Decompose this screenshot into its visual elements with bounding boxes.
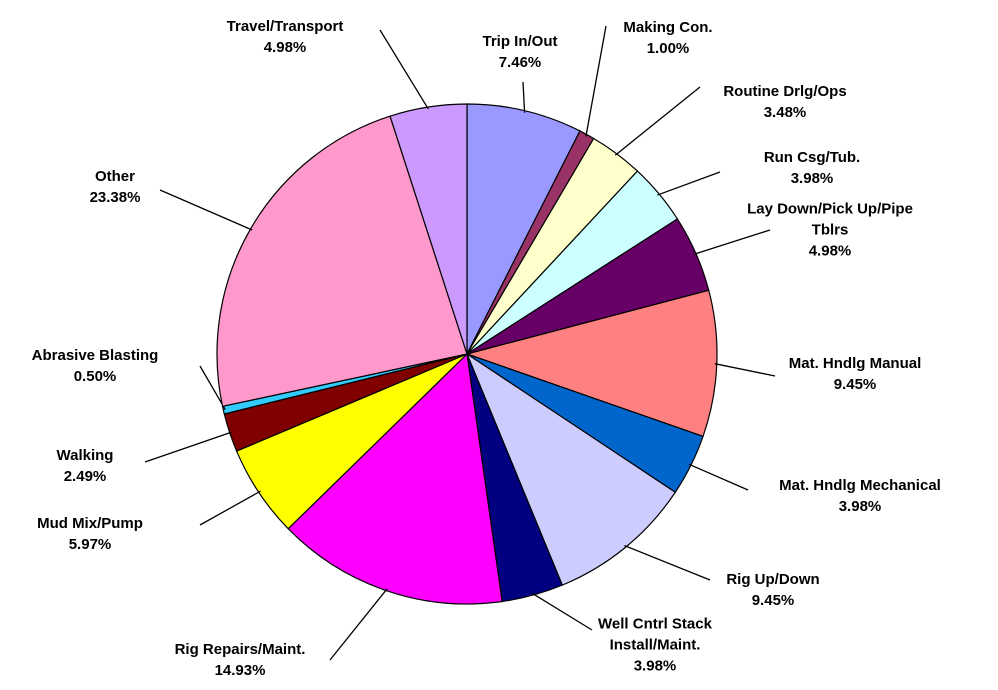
pie-slice	[287, 352, 503, 605]
leader-line	[657, 171, 721, 196]
value-label: 4.98%	[263, 39, 307, 56]
slice-label: Mat. Hndlg Manual 9.45%	[755, 353, 955, 395]
pie-slice	[389, 103, 468, 355]
slice-label: Abrasive Blasting 0.50%	[0, 345, 195, 387]
category-label: Walking	[56, 447, 114, 464]
category-label: Rig Up/Down	[726, 571, 820, 588]
leader-line	[714, 363, 776, 377]
value-label: 2.49%	[63, 468, 107, 485]
slice-label: Rig Up/Down 9.45%	[693, 569, 853, 611]
category-label: Other	[94, 168, 135, 185]
category-label: Routine Drlg/Ops	[723, 83, 847, 100]
value-label: 4.98%	[808, 242, 852, 260]
slice-label: Mat. Hndlg Mechanical 3.98%	[740, 475, 980, 517]
value-label: 3.98%	[838, 498, 882, 515]
slice-label: Routine Drlg/Ops 3.48%	[695, 81, 875, 123]
slice-label: Well Cntrl Stack Install/Maint. 3.98%	[555, 614, 755, 677]
value-label: 23.38%	[89, 189, 141, 206]
slice-label: Run Csg/Tub. 3.98%	[732, 147, 892, 189]
value-label: 3.98%	[790, 170, 834, 187]
leader-line	[693, 229, 771, 255]
leader-line	[159, 189, 253, 231]
category-label: Abrasive Blasting	[31, 347, 159, 364]
slice-label: Other 23.38%	[35, 166, 195, 208]
category-label: Well Cntrl Stack Install/Maint.	[598, 615, 712, 654]
leader-line	[199, 365, 226, 411]
category-label: Mud Mix/Pump	[37, 515, 143, 532]
value-label: 9.45%	[833, 376, 877, 393]
value-label: 3.98%	[633, 657, 677, 675]
slice-label: Rig Repairs/Maint. 14.93%	[140, 639, 340, 681]
leader-line	[144, 431, 232, 463]
slice-label: Mud Mix/Pump 5.97%	[0, 513, 180, 555]
category-label: Making Con.	[623, 19, 713, 36]
slice-label: Walking 2.49%	[5, 445, 165, 487]
slice-label: Trip In/Out 7.46%	[440, 31, 600, 73]
leader-line	[614, 86, 701, 156]
category-label: Mat. Hndlg Manual	[788, 355, 922, 372]
value-label: 5.97%	[68, 536, 112, 553]
value-label: 7.46%	[498, 54, 542, 71]
slice-label: Lay Down/Pick Up/Pipe Tblrs 4.98%	[730, 199, 930, 262]
leader-line	[585, 25, 607, 137]
category-label: Mat. Hndlg Mechanical	[779, 477, 941, 494]
pie-slice	[465, 352, 677, 586]
leader-line	[199, 490, 261, 526]
leader-line	[624, 544, 711, 581]
value-label: 1.00%	[646, 40, 690, 57]
category-label: Travel/Transport	[226, 18, 344, 35]
leader-line	[522, 81, 526, 113]
slice-label: Making Con. 1.00%	[588, 17, 748, 59]
value-label: 9.45%	[751, 592, 795, 609]
value-label: 14.93%	[214, 662, 266, 679]
category-label: Run Csg/Tub.	[763, 149, 861, 166]
slice-label: Travel/Transport 4.98%	[185, 16, 385, 58]
value-label: 3.48%	[763, 104, 807, 121]
leader-line	[329, 588, 388, 661]
category-label: Lay Down/Pick Up/Pipe Tblrs	[747, 200, 913, 239]
value-label: 0.50%	[73, 368, 117, 385]
category-label: Rig Repairs/Maint.	[174, 641, 306, 658]
leader-line	[379, 29, 429, 110]
leader-line	[688, 463, 749, 491]
category-label: Trip In/Out	[482, 33, 558, 50]
leader-line	[531, 592, 593, 631]
